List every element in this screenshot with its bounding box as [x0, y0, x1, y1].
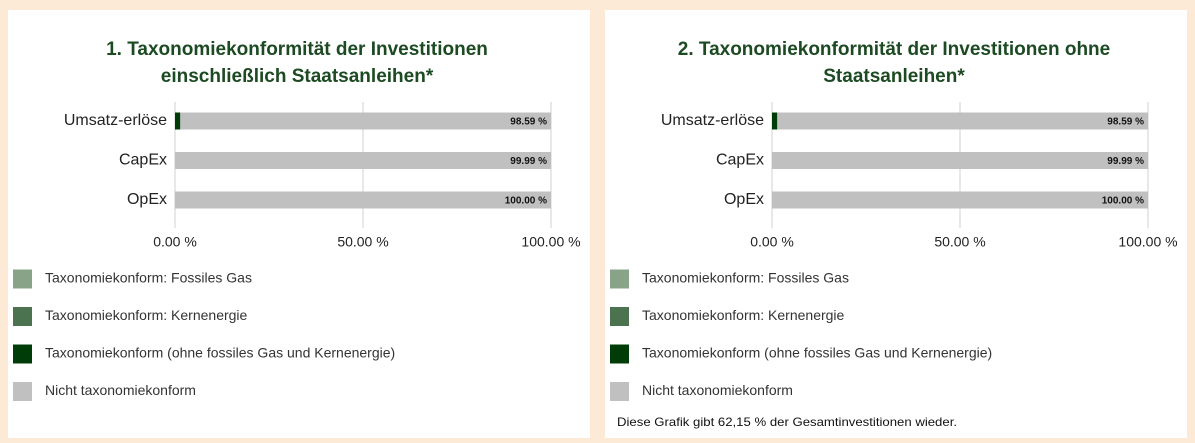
legend-swatch: [610, 345, 629, 364]
legend-swatch: [13, 270, 32, 289]
legend-label: Taxonomiekonform (ohne fossiles Gas und …: [642, 345, 992, 361]
legend-label: Nicht taxonomiekonform: [642, 382, 793, 398]
x-tick-label: 50.00 %: [337, 234, 388, 250]
x-tick-label: 0.00 %: [750, 234, 794, 250]
chart-title: 2. Taxonomiekonformität der Investitione…: [678, 39, 1110, 60]
legend-label: Taxonomiekonform: Fossiles Gas: [642, 270, 849, 286]
bar-segment: [777, 113, 1148, 130]
x-tick-label: 100.00 %: [1118, 234, 1177, 250]
legend-swatch: [13, 345, 32, 364]
value-label: 98.59 %: [1107, 117, 1144, 128]
legend-swatch: [13, 382, 32, 401]
category-label: Umsatz-erlöse: [661, 112, 764, 129]
value-label: 99.99 %: [1107, 156, 1144, 167]
value-label: 100.00 %: [505, 196, 547, 207]
legend-swatch: [610, 307, 629, 326]
chart-panel: 1. Taxonomiekonformität der Investitione…: [8, 10, 590, 438]
bar-segment: [175, 152, 551, 169]
bar-segment: [772, 152, 1148, 169]
chart-title: einschließlich Staatsanleihen*: [161, 66, 434, 87]
chart: 2. Taxonomiekonformität der Investitione…: [605, 10, 1187, 438]
bar-segment: [772, 113, 777, 130]
legend-swatch: [610, 382, 629, 401]
bar-segment: [772, 192, 1148, 209]
legend-label: Taxonomiekonform: Fossiles Gas: [45, 270, 252, 286]
x-tick-label: 50.00 %: [934, 234, 985, 250]
bar-segment: [175, 113, 180, 130]
x-tick-label: 0.00 %: [153, 234, 197, 250]
footnote: Diese Grafik gibt 62,15 % der Gesamtinve…: [617, 415, 957, 429]
legend-label: Taxonomiekonform (ohne fossiles Gas und …: [45, 345, 395, 361]
legend-label: Taxonomiekonform: Kernenergie: [642, 307, 845, 323]
category-label: OpEx: [724, 191, 764, 208]
value-label: 100.00 %: [1102, 196, 1144, 207]
bar-segment: [175, 192, 551, 209]
chart-panel: 2. Taxonomiekonformität der Investitione…: [605, 10, 1187, 438]
category-label: CapEx: [716, 152, 764, 169]
category-label: CapEx: [119, 152, 167, 169]
legend-swatch: [13, 307, 32, 326]
chart-title: 1. Taxonomiekonformität der Investitione…: [106, 39, 488, 60]
bar-segment: [180, 113, 551, 130]
chart: 1. Taxonomiekonformität der Investitione…: [8, 10, 590, 438]
category-label: Umsatz-erlöse: [64, 112, 167, 129]
x-tick-label: 100.00 %: [521, 234, 580, 250]
value-label: 98.59 %: [510, 117, 547, 128]
chart-title: Staatsanleihen*: [823, 66, 965, 87]
legend-label: Taxonomiekonform: Kernenergie: [45, 307, 248, 323]
legend-label: Nicht taxonomiekonform: [45, 382, 196, 398]
value-label: 99.99 %: [510, 156, 547, 167]
legend-swatch: [610, 270, 629, 289]
category-label: OpEx: [127, 191, 167, 208]
